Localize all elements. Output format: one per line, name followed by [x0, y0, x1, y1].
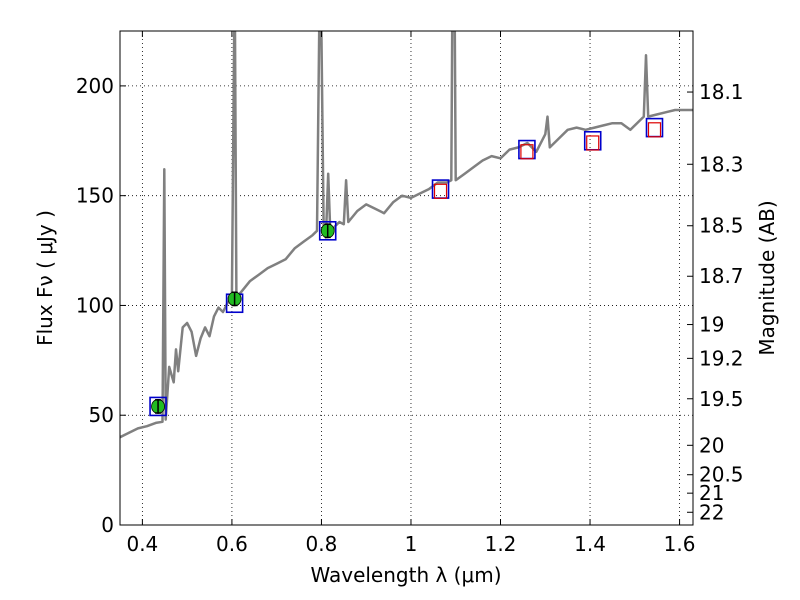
y-tick-label: 0 [101, 513, 114, 537]
x-tick-label: 0.8 [306, 532, 338, 556]
upper-limit-box [433, 183, 448, 199]
spectrum-line [120, 31, 693, 439]
y-axis-ticks: 0 50 100 150 200 [76, 74, 126, 537]
right-tick-label: 18.5 [699, 214, 744, 238]
right-tick-label: 18.7 [699, 264, 744, 288]
upper-limit-box [647, 122, 662, 138]
right-tick-label: 19.2 [699, 346, 744, 370]
x-tick-label: 1.4 [574, 532, 606, 556]
upper-limit-box [586, 135, 600, 151]
model-photometry-box [149, 396, 167, 417]
right-tick-label: 20 [699, 433, 724, 457]
right-axis-title: Magnitude (AB) [755, 200, 779, 355]
right-tick-label: 22 [699, 500, 724, 524]
plot-area [120, 31, 693, 439]
y-tick-label: 150 [76, 184, 114, 208]
grid-lines [120, 31, 693, 526]
right-tick-label: 19 [699, 313, 724, 337]
x-tick-label: 0.4 [126, 532, 158, 556]
x-tick-label: 1.2 [485, 532, 517, 556]
right-tick-label: 18.3 [699, 152, 744, 176]
x-tick-label: 1 [405, 532, 418, 556]
y-axis-title: Flux Fν ( μJy ) [33, 210, 57, 346]
model-photometry-box [318, 220, 337, 241]
y-tick-label: 200 [76, 74, 114, 98]
y-tick-label: 100 [76, 293, 114, 317]
x-tick-label: 1.6 [664, 532, 696, 556]
right-tick-label: 19.5 [699, 387, 744, 411]
plot-frame [119, 30, 694, 526]
x-axis-title: Wavelength λ (μm) [310, 563, 501, 587]
right-tick-label: 21 [699, 481, 724, 505]
right-tick-label: 20.5 [699, 463, 744, 487]
y-tick-label: 50 [89, 403, 114, 427]
upper-limit-box [520, 144, 534, 160]
x-axis-ticks: 0.4 0.6 0.8 1 1.2 1.4 1.6 [126, 31, 695, 556]
right-tick-label: 18.1 [699, 80, 744, 104]
x-tick-label: 0.6 [216, 532, 248, 556]
